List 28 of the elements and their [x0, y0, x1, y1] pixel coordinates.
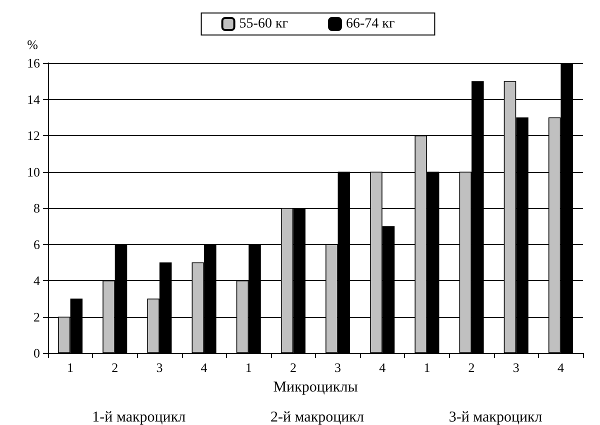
x-tick-label: 2: [290, 360, 296, 375]
y-tick-label: 4: [34, 273, 40, 288]
text: 3-й макроцикл: [448, 410, 543, 425]
y-tick-label: 8: [34, 200, 40, 216]
x-tick-label: 2: [112, 360, 118, 375]
text: 1-й макроцикл: [92, 410, 186, 425]
x-tick-label: 4: [557, 360, 564, 375]
y-tick-label: 16: [27, 56, 40, 70]
x-tick-label: 3: [512, 360, 520, 375]
x-axis-title: Микроциклы: [273, 380, 358, 396]
y-tick-label: 0: [34, 346, 40, 360]
x-tick-label: 1: [245, 360, 252, 375]
y-tick-label: 14: [27, 92, 40, 107]
x-tick-label: 1: [67, 360, 74, 375]
legend-label: 55-60 кг: [239, 16, 288, 32]
x-tick-label: 3: [156, 360, 163, 375]
x-tick-label: 1: [424, 360, 430, 375]
x-tick-label: 3: [334, 360, 342, 375]
x-tick-label: 2: [468, 360, 475, 375]
x-tick-label: 4: [379, 360, 386, 375]
x-tick-label: 4: [200, 360, 208, 375]
text: 2-й макроцикл: [270, 410, 364, 425]
legend-label: 66-74 кг: [346, 16, 395, 32]
y-tick-label: 2: [34, 309, 40, 324]
y-axis-title: %: [27, 37, 38, 52]
y-tick-label: 12: [27, 128, 40, 143]
y-tick-label: 6: [34, 236, 40, 252]
y-tick-label: 10: [27, 164, 40, 180]
